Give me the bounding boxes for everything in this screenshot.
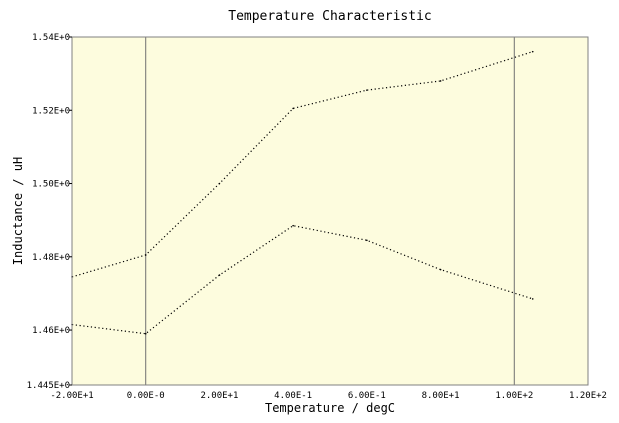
y-tick-label-2: 1.48E+0 xyxy=(32,253,70,263)
series-0-point-6 xyxy=(531,50,534,53)
chart-title: Temperature Characteristic xyxy=(228,9,432,24)
x-tick-label-7: 1.20E+2 xyxy=(569,391,607,401)
plot-area xyxy=(72,37,588,385)
y-axis-ticks: 1.445E+0 1.46E+0 1.48E+0 1.50E+0 1.52E+0 1.54… xyxy=(27,33,72,391)
x-tick-label-0: -2.00E+1 xyxy=(50,391,93,401)
series-0-point-4 xyxy=(366,89,368,91)
x-tick-label-5: 8.00E+1 xyxy=(422,391,460,401)
vertical-reference-lines xyxy=(145,37,515,385)
series-1-point-2 xyxy=(218,274,221,276)
series-1-point-1 xyxy=(144,332,147,335)
y-tick-label-4: 1.52E+0 xyxy=(32,106,70,116)
x-tick-label-1: 0.00E-0 xyxy=(127,391,165,401)
series-0-point-2 xyxy=(218,182,221,185)
x-tick-label-3: 4.00E-1 xyxy=(274,391,312,401)
series-1-point-6 xyxy=(531,298,534,300)
series-1-point-3 xyxy=(292,224,294,227)
x-axis-title: Temperature / degC xyxy=(265,401,395,415)
series-0-point-3 xyxy=(292,107,294,110)
x-tick-label-2: 2.00E+1 xyxy=(200,391,238,401)
y-tick-label-0: 1.445E+0 xyxy=(27,381,70,391)
x-tick-label-6: 1.00E+2 xyxy=(495,391,533,401)
x-axis-ticks: -2.00E+1 0.00E-0 2.00E+1 4.00E-1 6.00E-1 8.00… xyxy=(50,391,607,401)
y-axis-title: Inductance / uH xyxy=(11,157,25,265)
y-tick-label-5: 1.54E+0 xyxy=(32,33,70,43)
y-tick-label-3: 1.50E+0 xyxy=(32,180,70,190)
series-1-point-5 xyxy=(439,268,442,271)
series-0-point-5 xyxy=(439,80,442,82)
series-1-point-4 xyxy=(366,239,368,242)
x-tick-label-4: 6.00E-1 xyxy=(348,391,386,401)
series-layer xyxy=(71,50,534,335)
plot-frame xyxy=(71,36,589,386)
series-0-point-1 xyxy=(144,254,147,256)
y-tick-label-1: 1.46E+0 xyxy=(32,326,70,336)
